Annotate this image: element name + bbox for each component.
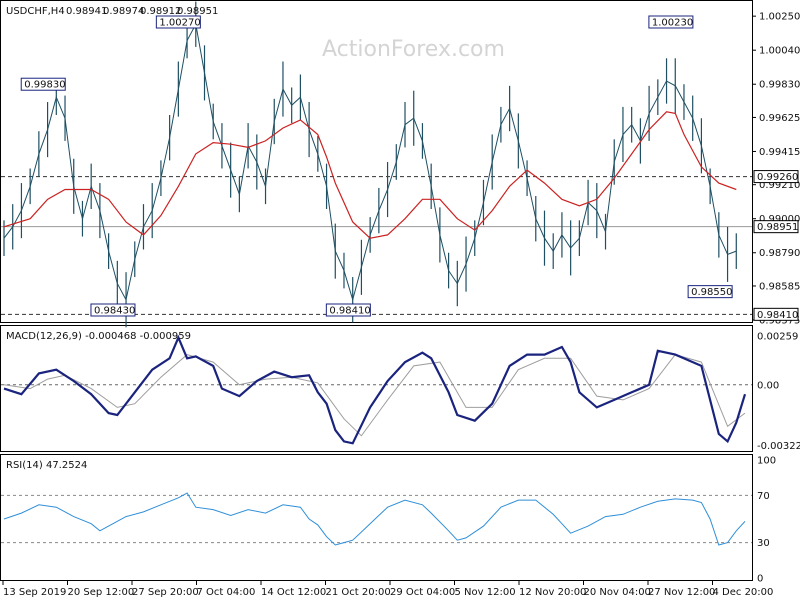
price-annotation-box (20, 77, 66, 91)
price-tick-label: 1.00040 (759, 46, 800, 57)
price-tick-label: 0.99625 (759, 113, 800, 124)
x-tick-label: 5 Nov 12:00 (455, 587, 516, 598)
x-tick-label: 14 Oct 12:00 (261, 587, 326, 598)
price-hline-label: 0.98951 (757, 222, 798, 233)
macd-tick-label: 0.00259 (757, 331, 798, 342)
price-annotation-box (155, 15, 201, 29)
price-hline-label: 0.98410 (757, 310, 798, 321)
price-annotation-label: 1.00230 (652, 18, 693, 29)
price-hline-tag (753, 220, 799, 234)
price-annotation-box (90, 303, 136, 317)
price-hline-label: 0.99260 (757, 172, 798, 183)
x-tick-label: 21 Oct 20:00 (326, 587, 391, 598)
x-tick-label: 27 Nov 12:00 (648, 587, 715, 598)
x-tick-label: 13 Sep 2019 (3, 587, 66, 598)
x-tick-label: 12 Nov 20:00 (519, 587, 586, 598)
price-header-low: 0.98912 (140, 6, 181, 17)
price-annotation-label: 0.98550 (691, 287, 732, 298)
price-hline-tag (753, 170, 799, 184)
watermark: ActionForex.com (322, 37, 505, 62)
x-tick-label: 29 Oct 04:00 (390, 587, 455, 598)
x-tick-label: 27 Sep 20:00 (132, 587, 199, 598)
price-annotation-box (687, 285, 733, 299)
price-header-close: 0.98951 (177, 6, 218, 17)
rsi-tick-label: 100 (757, 456, 776, 467)
price-annotation-label: 0.98430 (94, 306, 135, 317)
x-tick-label: 20 Sep 12:00 (68, 587, 135, 598)
price-header-high: 0.98974 (103, 6, 144, 17)
rsi-title: RSI(14) 47.2524 (6, 460, 87, 471)
macd-line (3, 334, 747, 445)
price-annotation-label: 0.99830 (24, 80, 65, 91)
rsi-layer: 100 70 30 0 (1, 456, 776, 585)
macd-title: MACD(12,26,9) -0.000468 -0.000959 (6, 331, 191, 342)
rsi-tick-label: 0 (757, 574, 763, 585)
price-tick-label: 0.99210 (759, 180, 800, 191)
price-tick-label: 0.98585 (759, 281, 800, 292)
price-annotation-box (325, 303, 371, 317)
price-tick-label: 0.99000 (759, 214, 800, 225)
x-tick-label: 20 Nov 04:00 (584, 587, 651, 598)
rsi-line (3, 492, 746, 546)
price-tick-label: 0.99415 (759, 147, 800, 158)
price-annotation-box (648, 15, 694, 29)
x-tick-label: 4 Dec 20:00 (713, 587, 774, 598)
price-tick-label: 1.00250 (759, 12, 800, 23)
macd-panel-frame (0, 325, 753, 452)
price-hline-tag (753, 307, 799, 321)
price-annotation-label: 1.00270 (159, 18, 200, 29)
macd-signal-line (3, 354, 746, 437)
price-line (3, 22, 737, 302)
x-tick-label: 7 Oct 04:00 (197, 587, 256, 598)
price-annotation-label: 0.98410 (329, 306, 370, 317)
moving-average-line (3, 111, 737, 239)
rsi-tick-label: 30 (757, 538, 770, 549)
price-header-open: 0.98941 (66, 6, 107, 17)
price-header-symbol: USDCHF,H4 (6, 6, 65, 17)
rsi-tick-label: 70 (757, 491, 770, 502)
price-panel-frame (0, 0, 753, 323)
price-tick-label: 0.99830 (759, 80, 800, 91)
price-tick-label: 0.98790 (759, 248, 800, 259)
macd-tick-label: 0.00 (757, 380, 779, 391)
price-tick-label: 0.98375 (759, 316, 800, 327)
